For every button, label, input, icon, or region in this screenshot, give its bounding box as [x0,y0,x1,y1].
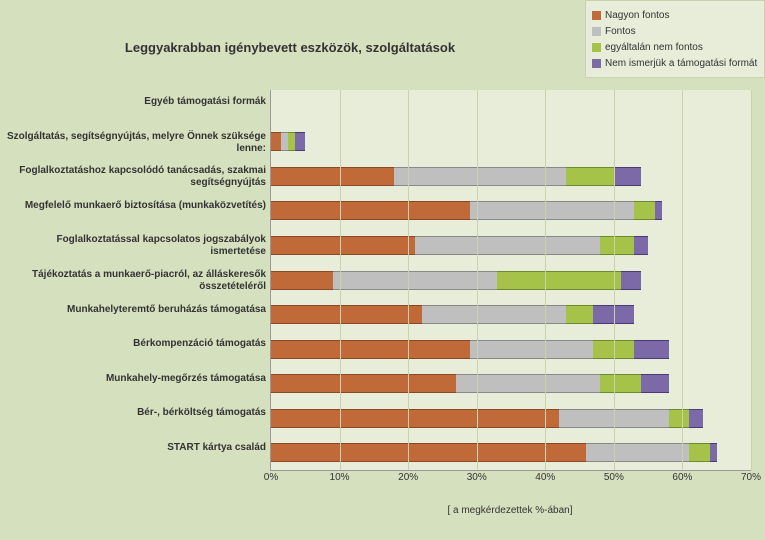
bar-segment [271,340,470,359]
bar-segment [614,167,641,186]
grid-line [545,90,546,470]
legend-label: Nagyon fontos [605,10,670,21]
x-tick-label: 40% [535,472,555,483]
bar-segment [641,374,668,393]
bar-segment [288,132,295,151]
bar-segment [566,305,593,324]
bar-segment [470,340,593,359]
bar-segment [271,167,394,186]
bar-row [271,236,648,255]
bar-row [271,409,703,428]
bar-segment [634,340,668,359]
y-category-label: Megfelelő munkaerő biztosítása (munkaköz… [6,200,266,212]
y-category-label: Foglalkoztatással kapcsolatos jogszabály… [6,234,266,258]
bar-segment [271,305,422,324]
bar-segment [394,167,565,186]
bar-segment [689,443,710,462]
grid-line [340,90,341,470]
plot-area: 0%10%20%30%40%50%60%70% [270,90,751,471]
y-category-label: Foglalkoztatáshoz kapcsolódó tanácsadás,… [6,165,266,189]
legend-label: Nem ismerjük a támogatási formát [605,58,757,69]
legend-item: Nagyon fontos [592,7,758,23]
bar-segment [281,132,288,151]
y-category-label: Bér-, bérköltség támogatás [6,407,266,419]
bar-segment [600,236,634,255]
bar-segment [621,271,642,290]
legend-swatch [592,59,601,68]
bar-segment [470,201,635,220]
bar-segment [271,201,470,220]
y-category-label: Tájékoztatás a munkaerő-piacról, az állá… [6,269,266,293]
legend-item: Fontos [592,23,758,39]
y-category-label: START kártya család [6,442,266,454]
bar-row [271,374,669,393]
bar-segment [456,374,600,393]
legend-item: egyáltalán nem fontos [592,39,758,55]
legend-label: Fontos [605,26,636,37]
bar-segment [600,374,641,393]
legend-item: Nem ismerjük a támogatási formát [592,55,758,71]
bar-row [271,305,634,324]
grid-line [614,90,615,470]
legend-swatch [592,11,601,20]
bar-segment [669,409,690,428]
bar-segment [271,374,456,393]
bar-segment [710,443,717,462]
bar-segment [271,236,415,255]
x-tick-label: 60% [672,472,692,483]
bar-row [271,340,669,359]
bar-segment [415,236,600,255]
legend-label: egyáltalán nem fontos [605,42,703,53]
bar-segment [271,132,281,151]
chart-container: Leggyakrabban igénybevett eszközök, szol… [0,0,765,540]
legend: Nagyon fontos Fontos egyáltalán nem fontos… [585,0,765,78]
bar-segment [634,236,648,255]
grid-line [477,90,478,470]
bar-row [271,132,305,151]
y-category-label: Munkahelyteremtő beruházás támogatása [6,304,266,316]
x-axis-title: [ a megkérdezettek %-ában] [270,505,750,516]
bars-layer [271,90,751,470]
x-tick-label: 30% [467,472,487,483]
bar-segment [271,271,333,290]
grid-line [682,90,683,470]
bar-row [271,167,641,186]
bar-segment [655,201,662,220]
bar-segment [566,167,614,186]
y-category-label: Szolgáltatás, segítségnyújtás, melyre Ön… [6,131,266,155]
bar-segment [333,271,498,290]
bar-segment [295,132,305,151]
x-tick-label: 0% [264,472,278,483]
legend-swatch [592,43,601,52]
legend-swatch [592,27,601,36]
bar-row [271,443,717,462]
bar-segment [634,201,655,220]
x-tick-label: 20% [398,472,418,483]
bar-row [271,201,662,220]
grid-line [751,90,752,470]
y-category-label: Egyéb támogatási formák [6,96,266,108]
x-tick-label: 10% [330,472,350,483]
bar-row [271,271,641,290]
y-axis-labels: Egyéb támogatási formák Szolgáltatás, seg… [0,90,266,470]
chart-title: Leggyakrabban igénybevett eszközök, szol… [0,40,580,55]
bar-segment [689,409,703,428]
bar-segment [497,271,620,290]
bar-segment [271,409,559,428]
x-tick-label: 50% [604,472,624,483]
y-category-label: Munkahely-megőrzés támogatása [6,373,266,385]
bar-segment [422,305,566,324]
bar-segment [271,443,586,462]
bar-segment [586,443,689,462]
x-tick-label: 70% [741,472,761,483]
grid-line [408,90,409,470]
y-category-label: Bérkompenzáció támogatás [6,338,266,350]
